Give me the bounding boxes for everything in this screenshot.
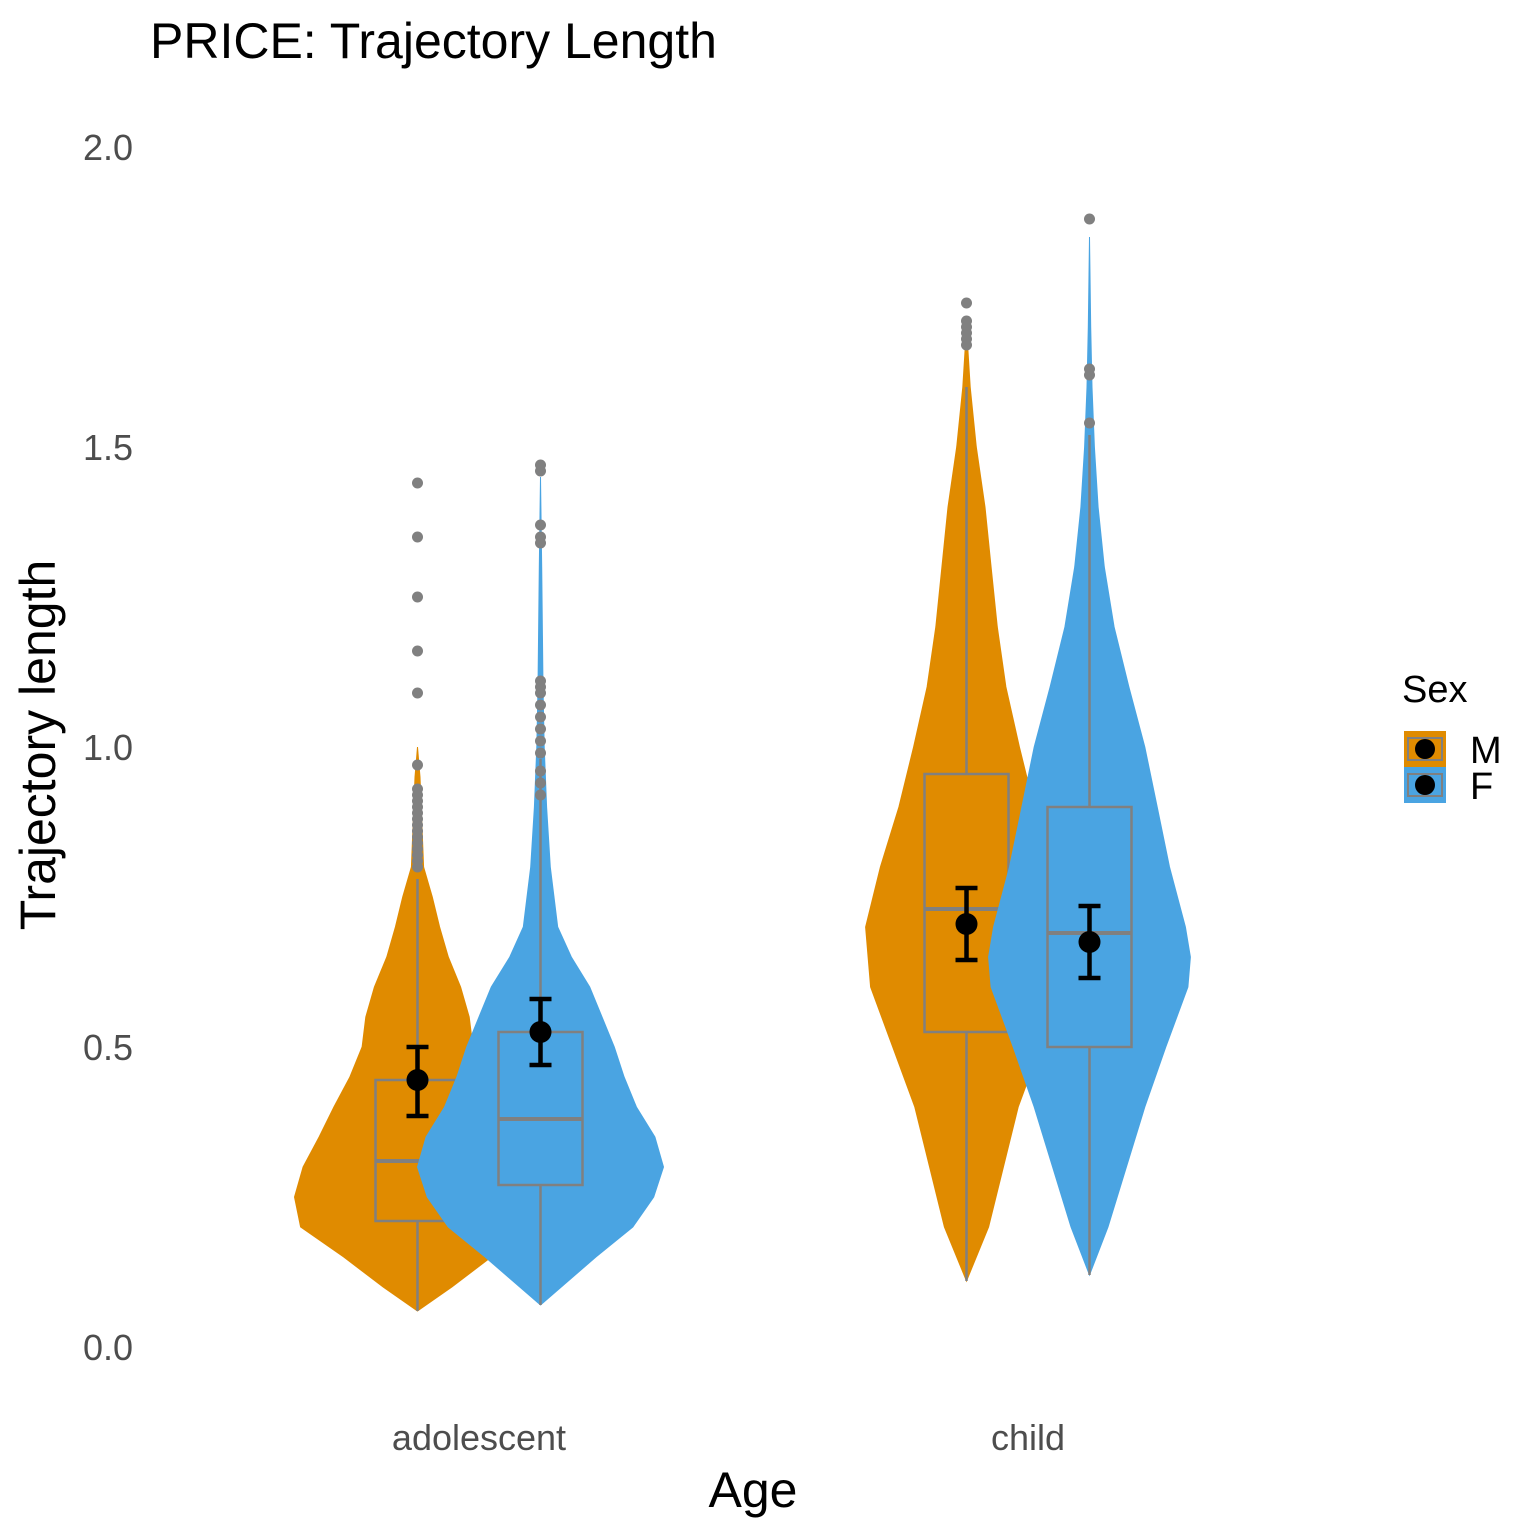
outlier-point (535, 675, 546, 687)
outlier-point (535, 519, 546, 531)
mean-point (529, 1021, 552, 1043)
y-axis-ticks: 0.0 0.5 1.0 1.5 2.0 (83, 127, 133, 1368)
outlier-point (1084, 363, 1095, 375)
legend-title: Sex (1402, 669, 1467, 711)
outlier-point (535, 459, 546, 471)
outlier-point (412, 783, 423, 795)
mean-point (406, 1069, 429, 1091)
x-axis-ticks: adolescent child (392, 1417, 1065, 1458)
x-axis-title: Age (709, 1462, 798, 1518)
legend-key-box (1407, 773, 1443, 797)
legend-key-point (1415, 775, 1435, 795)
plot-area (293, 213, 1191, 1312)
outlier-point (535, 699, 546, 711)
outlier-point (535, 723, 546, 735)
y-axis-title: Trajectory length (10, 560, 66, 931)
y-tick-label: 0.0 (83, 1327, 133, 1368)
outlier-point (535, 711, 546, 723)
legend-key-point (1415, 739, 1435, 759)
legend-label: F (1470, 766, 1493, 808)
outlier-point (535, 735, 546, 747)
box (497, 1030, 584, 1187)
outlier-point (961, 315, 972, 327)
outlier-point (412, 687, 423, 699)
y-tick-label: 1.5 (83, 427, 133, 468)
legend: Sex MF (1402, 669, 1502, 808)
outlier-point (412, 477, 423, 489)
chart-title: PRICE: Trajectory Length (150, 13, 717, 69)
outlier-point (961, 297, 972, 309)
outlier-point (535, 777, 546, 789)
outlier-point (535, 765, 546, 777)
mean-point (1078, 931, 1101, 953)
legend-label: M (1470, 730, 1502, 772)
outlier-point (412, 591, 423, 603)
legend-item-F: F (1404, 766, 1493, 808)
legend-item-M: M (1404, 730, 1502, 772)
y-tick-label: 0.5 (83, 1027, 133, 1068)
outlier-point (1084, 213, 1095, 225)
outlier-point (412, 531, 423, 543)
x-tick-label: adolescent (392, 1417, 566, 1458)
outlier-point (412, 645, 423, 657)
outlier-point (535, 747, 546, 759)
y-tick-label: 1.0 (83, 727, 133, 768)
mean-point (955, 913, 978, 935)
legend-key-box (1407, 737, 1443, 761)
outlier-point (535, 531, 546, 543)
outlier-point (1084, 417, 1095, 429)
x-tick-label: child (991, 1417, 1065, 1458)
outlier-point (535, 789, 546, 801)
y-tick-label: 2.0 (83, 127, 133, 168)
outlier-point (412, 759, 423, 771)
